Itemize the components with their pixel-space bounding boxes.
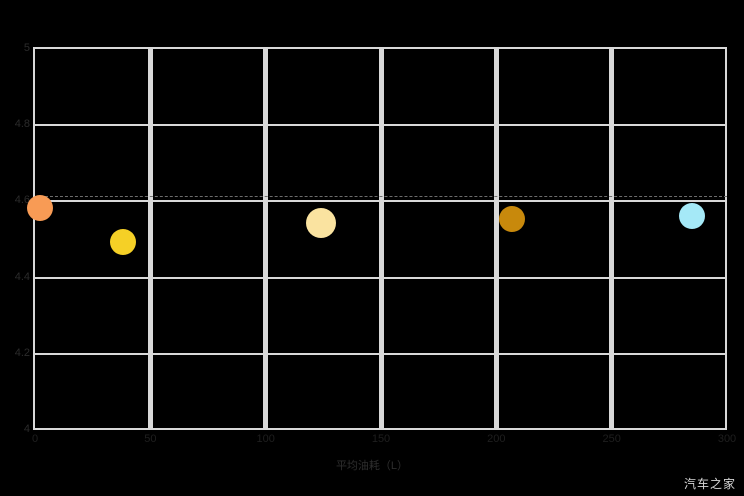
y-axis-tick-label: 5 [23, 42, 30, 54]
gridline-vertical [493, 47, 499, 430]
data-point-bubble[interactable] [679, 202, 706, 229]
y-axis-tick-label: 4.8 [14, 117, 30, 130]
gridline-vertical [378, 47, 384, 430]
watermark: 汽车之家 [683, 477, 736, 491]
x-axis-tick-label: 100 [256, 433, 275, 445]
y-axis-tick-label: 4.2 [14, 347, 30, 360]
gridline-vertical [263, 47, 269, 430]
data-point-bubble[interactable] [306, 208, 337, 239]
x-axis-tick-label: 250 [602, 433, 621, 445]
x-axis-title: 平均油耗（L） [335, 460, 409, 472]
y-axis-tick-label: 4.4 [14, 270, 30, 283]
x-axis-tick-label: 300 [717, 433, 737, 445]
x-axis-tick-label: 150 [371, 433, 391, 445]
data-point-bubble[interactable] [26, 194, 53, 221]
y-axis-tick-label: 4.6 [14, 194, 30, 207]
data-point-bubble[interactable] [109, 229, 136, 256]
gridline-vertical [725, 47, 727, 430]
plot-area [26, 47, 727, 430]
x-axis-tick-label: 50 [144, 433, 157, 445]
data-point-bubble[interactable] [499, 206, 526, 233]
x-axis-tick-label: 200 [487, 433, 506, 445]
x-axis-tick-labels: 0 50 100 150 200 250 300 [31, 433, 736, 449]
y-axis-tick-labels: 5 4.8 4.6 4.4 4.2 4 [0, 42, 30, 435]
reference-line-dashed [35, 196, 727, 198]
y-axis-tick-label: 4 [23, 423, 30, 435]
x-axis-tick-label: 0 [31, 433, 39, 445]
gridline-vertical [147, 47, 153, 430]
gridline-vertical [609, 47, 615, 430]
gridline-vertical [32, 47, 35, 430]
